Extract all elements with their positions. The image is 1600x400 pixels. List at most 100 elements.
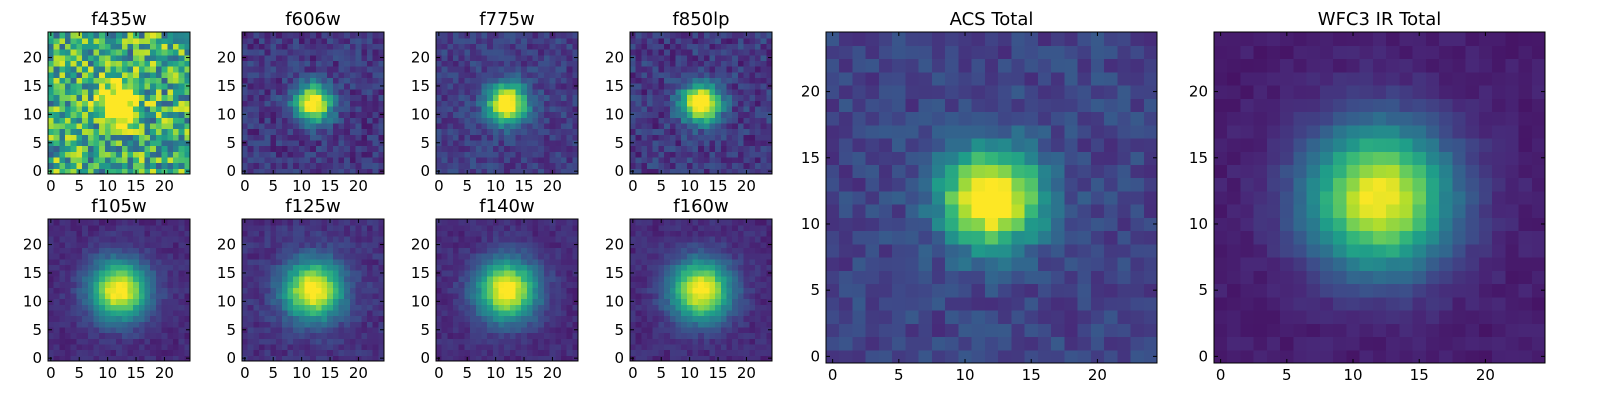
heatmap-cell xyxy=(470,332,477,339)
heatmap-cell xyxy=(276,43,283,50)
heatmap-cell xyxy=(515,168,522,175)
heatmap-cell xyxy=(526,105,534,113)
x-tick-label: 15 xyxy=(126,364,145,382)
heatmap-cell xyxy=(664,168,671,175)
heatmap-cell xyxy=(53,54,60,61)
heatmap-cell xyxy=(167,88,174,96)
heatmap-cell xyxy=(492,275,500,283)
heatmap-cell xyxy=(161,162,168,169)
heatmap-cell xyxy=(93,156,100,164)
heatmap-cell xyxy=(715,122,722,130)
heatmap-cell xyxy=(338,122,345,130)
heatmap-cell xyxy=(178,66,185,73)
heatmap-cell xyxy=(172,298,180,305)
heatmap-cell xyxy=(76,332,83,339)
heatmap-cell xyxy=(361,83,368,90)
heatmap-cell xyxy=(453,43,460,50)
heatmap-cell xyxy=(133,236,140,243)
heatmap-cell xyxy=(766,315,773,322)
heatmap-cell xyxy=(635,117,642,124)
heatmap-cells xyxy=(242,32,385,175)
heatmap-cell xyxy=(327,37,334,44)
heatmap-cell xyxy=(487,236,494,243)
heatmap-cell xyxy=(184,145,191,152)
heatmap-cell xyxy=(144,321,151,328)
heatmap-cell xyxy=(464,338,471,345)
heatmap-cell xyxy=(566,32,573,39)
heatmap-cell xyxy=(703,60,711,67)
heatmap-cell xyxy=(658,43,665,50)
heatmap-cell xyxy=(287,326,294,334)
heatmap-cell xyxy=(172,156,180,164)
heatmap-cell xyxy=(332,156,340,164)
heatmap-cell xyxy=(76,88,83,96)
heatmap-cell xyxy=(441,66,448,73)
heatmap-cell xyxy=(498,230,505,237)
heatmap-cell xyxy=(498,343,505,351)
heatmap-cell xyxy=(349,49,357,56)
heatmap-cell xyxy=(110,156,117,164)
heatmap-cell xyxy=(355,253,362,260)
heatmap-cell xyxy=(481,60,488,67)
heatmap-cell xyxy=(127,326,134,334)
heatmap-cell xyxy=(53,281,60,288)
heatmap-cell xyxy=(532,156,539,164)
heatmap-cell xyxy=(509,224,517,231)
heatmap-cell xyxy=(178,49,185,56)
heatmap-cell xyxy=(487,145,494,152)
heatmap-cell xyxy=(538,326,545,334)
heatmap-cell xyxy=(253,134,260,141)
heatmap-cell xyxy=(447,88,454,96)
heatmap-cell xyxy=(253,145,260,152)
heatmap-cell xyxy=(327,298,334,305)
heatmap-cell xyxy=(53,32,60,39)
heatmap-cell xyxy=(372,247,379,254)
heatmap-cell xyxy=(470,60,477,67)
heatmap-cell xyxy=(760,287,767,294)
heatmap-cell xyxy=(293,71,300,79)
heatmap-cell xyxy=(464,287,471,294)
heatmap-cell xyxy=(53,145,60,152)
heatmap-cell xyxy=(133,139,140,147)
heatmap-cell xyxy=(161,49,168,56)
heatmap-cell xyxy=(172,275,180,283)
heatmap-cell xyxy=(264,253,271,260)
heatmap-cell xyxy=(681,162,688,169)
heatmap-cell xyxy=(532,309,539,317)
heatmap-cell xyxy=(76,230,83,237)
heatmap-cell xyxy=(555,54,562,61)
heatmap-cell xyxy=(492,315,500,322)
heatmap-cell xyxy=(732,355,739,362)
heatmap-cell xyxy=(441,338,448,345)
heatmap-cell xyxy=(65,275,72,283)
heatmap-cell xyxy=(720,298,728,305)
heatmap-cell xyxy=(53,71,60,79)
heatmap-cell xyxy=(76,43,83,50)
heatmap-cell xyxy=(378,162,385,169)
heatmap-cell xyxy=(669,77,677,84)
heatmap-cell xyxy=(338,258,345,266)
heatmap-cell xyxy=(65,168,72,175)
heatmap-cell xyxy=(669,83,677,90)
heatmap-cell xyxy=(749,54,756,61)
heatmap-cell xyxy=(349,145,357,152)
heatmap-cell xyxy=(464,145,471,152)
heatmap-cell xyxy=(441,326,448,334)
heatmap-cell xyxy=(681,321,688,328)
heatmap-cell xyxy=(304,258,311,266)
heatmap-cell xyxy=(470,298,477,305)
heatmap-cell xyxy=(281,134,289,141)
heatmap-cell xyxy=(184,49,191,56)
heatmap-cell xyxy=(321,60,328,67)
heatmap-cell xyxy=(82,230,89,237)
heatmap-cell xyxy=(447,247,454,254)
heatmap-cell xyxy=(766,43,773,50)
heatmap-cell xyxy=(549,270,556,277)
heatmap-cell xyxy=(521,230,528,237)
heatmap-cell xyxy=(641,134,648,141)
heatmap-cell xyxy=(378,43,385,50)
heatmap-cell xyxy=(737,43,745,50)
heatmap-cell xyxy=(361,264,368,271)
heatmap-cell xyxy=(332,100,340,107)
heatmap-cell xyxy=(155,60,163,67)
